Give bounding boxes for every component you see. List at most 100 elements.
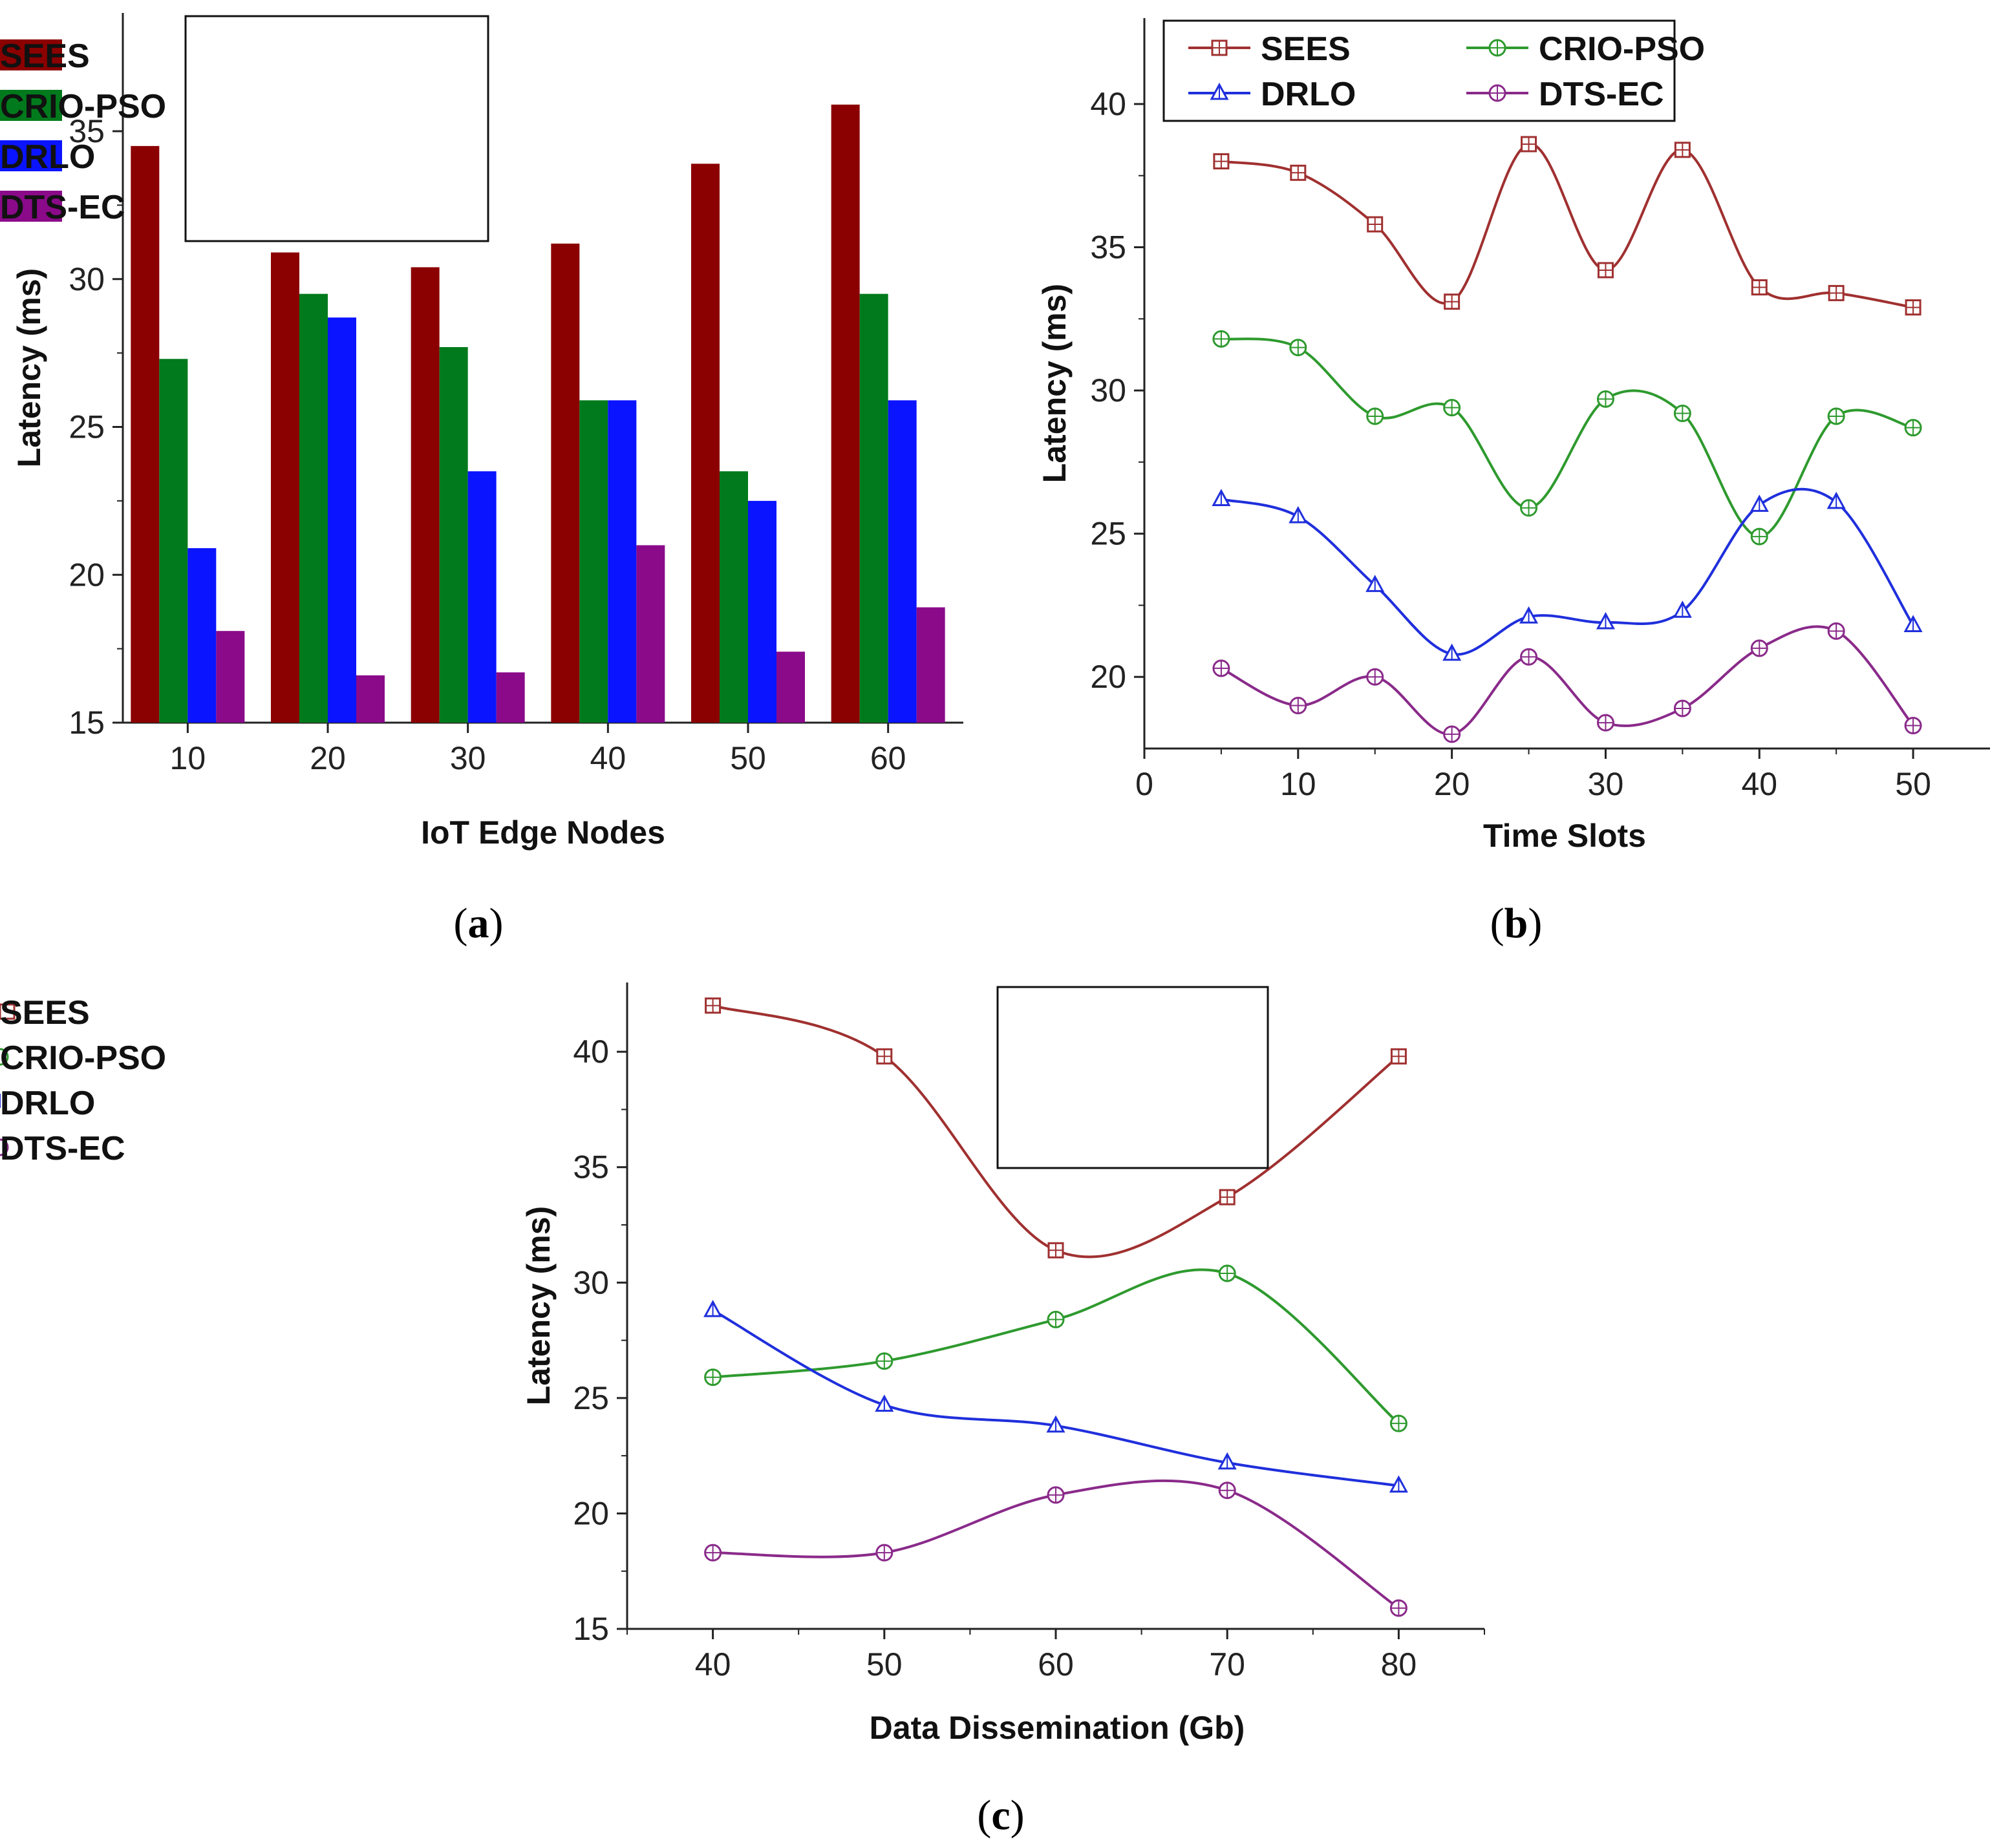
panel-a-bar-sees-60 [831,104,860,723]
panel-b-legend-entry-sees-marker-cross [1212,41,1226,55]
panel-c-line-crio-pso [712,1268,1400,1425]
panel-a-bar-crio-pso-60 [859,293,888,723]
panel-b-point-crio-pso-40-cross [1751,529,1768,545]
panel-a-x-tick-label: 60 [870,740,906,776]
panel-a-bar-sees-40 [551,243,580,723]
panel-c-legend-entry-sees-marker [0,1003,16,1020]
panel-a-bar-crio-pso-30 [439,346,468,723]
panel-b-legend-entry-sees-label: SEES [1261,30,1351,68]
panel-b-y-tick-label: 20 [1090,659,1126,695]
panel-b-point-sees-35-cross [1675,142,1690,157]
panel-b-caption: (b) [1490,900,1543,947]
panel-a-legend-entry-crio-pso-label: CRIO-PSO [0,88,166,125]
panel-b-y-tick-label: 30 [1090,372,1126,409]
panel-c-legend-box [996,986,1269,1169]
panel-a-legend-entry-crio-pso-swatch [0,90,62,121]
panel-a-bar-sees-20 [271,252,299,723]
panel-a-y-tick-label: 35 [69,113,105,149]
panel-b-y-tick-label: 35 [1090,229,1126,266]
panel-b-line-dts-ec [1221,625,1914,736]
panel-a-bar-sees-10 [131,145,160,723]
panel-b-x-tick-label: 30 [1588,766,1624,802]
panel-b-y-axis-title: Latency (ms) [1036,284,1073,483]
panel-b-point-sees-10-cross [1290,165,1305,180]
panel-c-y-tick-label: 15 [573,1611,609,1647]
panel-c-point-crio-pso-80-cross [1391,1416,1407,1432]
panel-c-x-tick-label: 50 [866,1646,903,1683]
panel-c-x-tick-label: 60 [1038,1646,1074,1683]
panel-b-point-dts-ec-10-cross [1290,697,1306,714]
panel-c-point-sees-70-cross [1220,1190,1235,1205]
panel-b-legend-entry-crio-pso-marker-cross [1490,40,1505,56]
panel-c-x-tick-label: 70 [1209,1646,1245,1683]
panel-a-caption-letter: a [468,900,489,947]
panel-b-point-sees-30-cross [1598,262,1613,277]
panel-b-x-tick-label: 0 [1135,766,1153,802]
panel-b-legend-box [1162,19,1676,122]
panel-a-bar-sees-30 [411,267,440,723]
panel-a-bar-drlo-60 [888,400,917,723]
panel-b-point-crio-pso-45-cross [1828,408,1845,424]
panel-a-legend-entry-drlo-swatch [0,140,62,171]
panel-b-point-crio-pso-35-cross [1675,405,1691,421]
panel-c-y-tick-label: 35 [573,1149,609,1185]
panel-b-legend: SEES CRIO-PSO DRLO DTS-EC [1162,19,1705,122]
panel-c-y-tick-label: 25 [573,1380,609,1416]
panel-a-bar-dts-ec-40 [636,545,665,723]
panel-a-bar-drlo-40 [608,400,637,723]
panel-c-legend-entry-drlo-label: DRLO [0,1085,95,1122]
panel-b-point-dts-ec-25-cross [1521,649,1537,665]
panel-b-point-sees-5-cross [1214,154,1228,169]
panel-a-bar-crio-pso-50 [720,471,748,723]
panel-c-point-crio-pso-50-cross [876,1353,892,1369]
panel-c-point-dts-ec-50-cross [876,1545,892,1561]
panel-c-legend-entry-crio-pso-marker [0,1048,9,1066]
panel-a-y-tick-label: 25 [69,409,105,445]
panel-a-bar-dts-ec-20 [356,675,385,723]
panel-c-legend-entry-dts-ec-label: DTS-EC [0,1130,125,1167]
panel-b-point-dts-ec-50-cross [1905,717,1921,734]
panel-b-point-sees-50-cross [1906,300,1921,315]
panel-a-y-tick-label: 30 [69,261,105,297]
panel-a-legend-entry-dts-ec-label: DTS-EC [0,189,125,226]
panel-b-point-crio-pso-25-cross [1521,500,1537,516]
panel-b-x-axis-title: Time Slots [1483,818,1646,854]
panel-a-x-tick-label: 40 [590,740,626,776]
panel-c-caption-letter: c [991,1792,1010,1839]
panel-b-point-crio-pso-10-cross [1290,339,1306,356]
panel-c-point-sees-40-cross [705,998,720,1013]
panel-c-point-crio-pso-60-cross [1048,1312,1064,1328]
panel-b-legend-entry-dts-ec-marker-cross [1490,85,1505,101]
panel-a-bar-dts-ec-30 [496,672,525,723]
panel-a-y-tick-label: 20 [69,557,105,593]
panel-c-y-axis-title: Latency (ms) [520,1206,557,1405]
panel-a-bar-crio-pso-10 [159,359,188,723]
panel-c-legend: SEES CRIO-PSO DRLO DTS-EC [0,986,1269,1169]
panel-c-x-axis-title: Data Dissemination (Gb) [870,1710,1245,1746]
panel-b-point-sees-25-cross [1521,136,1536,151]
panel-c-legend-entry-dts-ec-marker [0,1138,9,1156]
panel-a-x-tick-label: 30 [450,740,486,776]
panel-c-point-dts-ec-80-cross [1391,1600,1407,1616]
panel-c-caption: (c) [977,1792,1024,1839]
panel-b-x-tick-label: 20 [1434,766,1470,802]
panel-a-bar-dts-ec-10 [216,631,245,723]
panel-b-line-sees [1221,142,1914,309]
panel-b-point-crio-pso-15-cross [1367,408,1383,424]
panel-b-point-crio-pso-50-cross [1905,420,1921,436]
panel-a-legend-entry-dts-ec-swatch [0,191,62,222]
panel-b-y-tick-label: 40 [1090,86,1126,122]
panel-b-x-tick-label: 10 [1280,766,1316,802]
panel-b-legend-entry-crio-pso-label: CRIO-PSO [1539,30,1705,68]
panel-a-bar-dts-ec-60 [916,607,945,723]
panel-b-x-tick-label: 50 [1895,766,1931,802]
panel-c-point-crio-pso-40-cross [705,1369,721,1385]
panel-b-caption-letter: b [1504,900,1528,947]
panel-c-x-tick-label: 40 [695,1646,731,1683]
panel-c-y-tick-label: 40 [573,1034,609,1070]
panel-c-point-sees-60-cross [1049,1243,1063,1258]
panel-a-bar-drlo-20 [328,317,356,723]
panel-b-line-chart: 20 25 30 35 40 0 10 20 30 40 50 Time Slots Latency (… [1036,18,1990,854]
panel-b-point-dts-ec-40-cross [1751,640,1768,656]
